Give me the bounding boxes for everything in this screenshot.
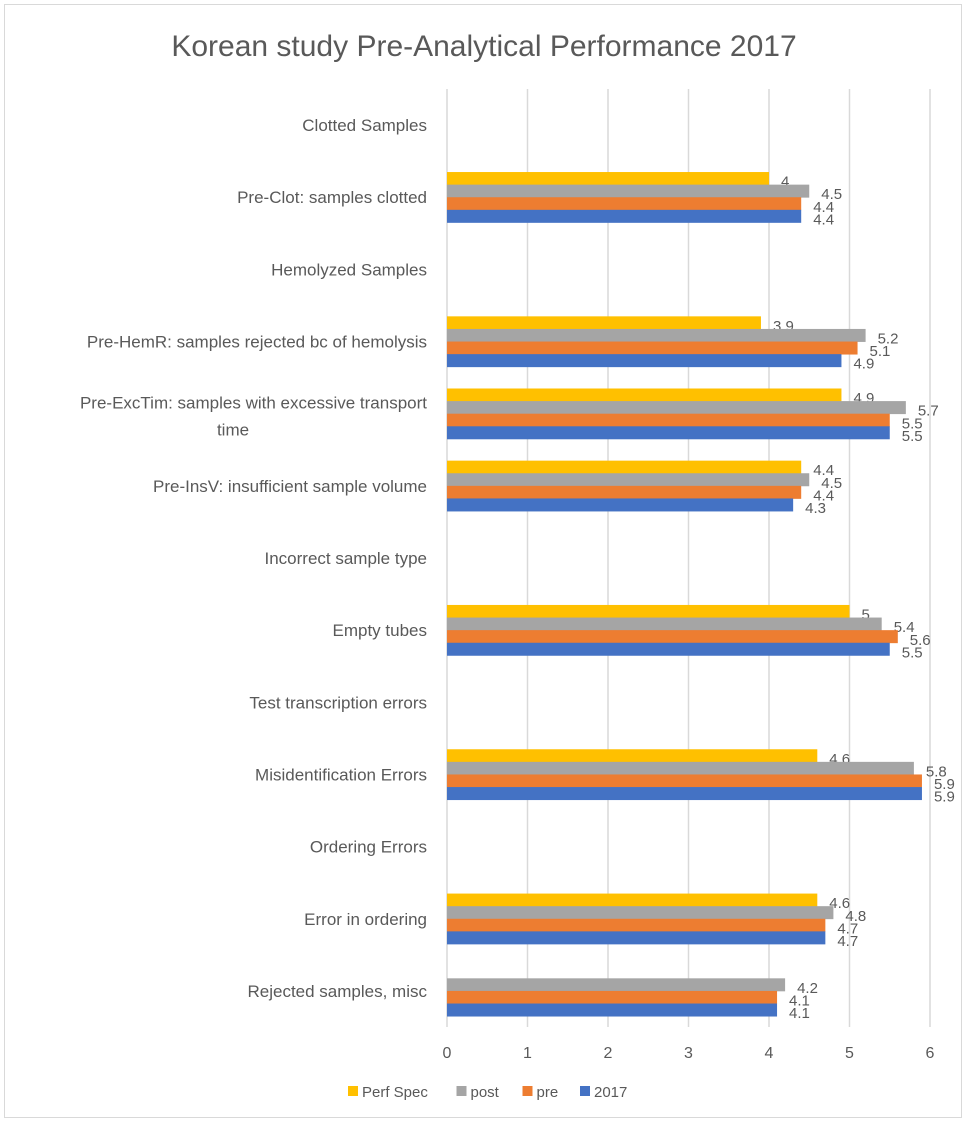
- category-label: Empty tubes: [333, 621, 428, 640]
- category-label: Clotted Samples: [302, 116, 427, 135]
- data-label: 4.3: [805, 500, 826, 517]
- bar-post: [447, 473, 810, 487]
- bar-2017: [447, 354, 842, 368]
- data-label: 5.5: [902, 428, 923, 445]
- legend-label: pre: [537, 1084, 559, 1101]
- category-label: Test transcription errors: [249, 693, 427, 712]
- bar-2017: [447, 1003, 778, 1017]
- bar-pre: [447, 485, 802, 499]
- chart-title: Korean study Pre-Analytical Performance …: [171, 30, 796, 63]
- data-label: 5.4: [894, 619, 915, 636]
- bar-pre: [447, 630, 898, 644]
- category-label: Incorrect sample type: [264, 549, 427, 568]
- bar-post: [447, 617, 882, 631]
- bar-2017: [447, 642, 890, 656]
- data-label: 4.1: [789, 1005, 810, 1022]
- legend-swatch: [456, 1086, 467, 1096]
- x-tick-label: 4: [765, 1045, 774, 1062]
- legend-swatch: [522, 1086, 533, 1096]
- legend-swatch: [348, 1086, 358, 1096]
- data-label: 4.4: [813, 199, 834, 216]
- legend-label: post: [471, 1084, 500, 1101]
- category-label: Rejected samples, misc: [247, 982, 427, 1001]
- data-label: 5.1: [870, 343, 891, 360]
- legend-label: Perf Spec: [362, 1084, 428, 1101]
- x-tick-label: 0: [443, 1045, 452, 1062]
- bar-pre: [447, 918, 826, 932]
- bar-post: [447, 978, 786, 992]
- data-label: 4.4: [813, 487, 834, 504]
- data-label: 5.2: [878, 331, 899, 348]
- bar-post: [447, 184, 810, 198]
- bar-2017: [447, 209, 802, 223]
- bar-2017: [447, 426, 890, 440]
- bar-perf-spec: [447, 893, 818, 907]
- category-label: Pre-ExcTim: samples with excessive trans…: [80, 394, 427, 440]
- data-label: 5.6: [910, 632, 931, 649]
- bar-perf-spec: [447, 460, 802, 474]
- data-label: 4.5: [821, 186, 842, 203]
- x-tick-label: 5: [845, 1045, 854, 1062]
- bar-post: [447, 761, 914, 775]
- bar-post: [447, 401, 906, 415]
- data-label: 4.4: [813, 211, 834, 228]
- bar-post: [447, 328, 866, 342]
- legend-label: 2017: [594, 1084, 627, 1101]
- x-tick-label: 1: [523, 1045, 532, 1062]
- bar-2017: [447, 787, 922, 801]
- category-label: Pre-HemR: samples rejected bc of hemolys…: [87, 333, 427, 352]
- data-label: 4.7: [837, 933, 858, 950]
- category-label: Error in ordering: [304, 910, 427, 929]
- data-label: 4.2: [797, 980, 818, 997]
- bar-perf-spec: [447, 388, 842, 402]
- category-label: Misidentification Errors: [255, 765, 427, 784]
- category-label: Hemolyzed Samples: [271, 260, 427, 279]
- data-label: 5.5: [902, 415, 923, 432]
- category-label-line: Pre-ExcTim: samples with excessive trans…: [80, 394, 427, 413]
- bar-post: [447, 906, 834, 920]
- bar-2017: [447, 498, 794, 512]
- x-tick-label: 2: [604, 1045, 613, 1062]
- category-label-line: time: [217, 421, 249, 440]
- bar-2017: [447, 931, 826, 945]
- legend-swatch: [580, 1086, 590, 1096]
- x-tick-label: 6: [926, 1045, 935, 1062]
- data-label: 4.9: [853, 356, 874, 373]
- category-label: Pre-InsV: insufficient sample volume: [153, 477, 427, 496]
- data-label: 5.9: [934, 789, 955, 806]
- data-label: 4.4: [813, 462, 834, 479]
- bar-perf-spec: [447, 172, 769, 186]
- data-label: 4.5: [821, 475, 842, 492]
- bar-pre: [447, 341, 858, 355]
- data-label: 4.8: [845, 908, 866, 925]
- x-tick-label: 3: [684, 1045, 693, 1062]
- data-label: 5.7: [918, 403, 939, 420]
- bar-perf-spec: [447, 316, 761, 330]
- bar-pre: [447, 990, 778, 1004]
- data-label: 5.8: [926, 763, 947, 780]
- bar-pre: [447, 774, 922, 788]
- bar-pre: [447, 413, 890, 427]
- bar-pre: [447, 197, 802, 211]
- data-label: 4.7: [837, 920, 858, 937]
- category-label: Pre-Clot: samples clotted: [237, 188, 427, 207]
- bar-perf-spec: [447, 749, 818, 763]
- chart-frame: [4, 4, 962, 1118]
- category-label: Ordering Errors: [310, 838, 427, 857]
- data-label: 4: [781, 174, 789, 191]
- bar-perf-spec: [447, 604, 850, 618]
- data-label: 4.1: [789, 993, 810, 1010]
- data-label: 5.9: [934, 776, 955, 793]
- data-label: 5.5: [902, 644, 923, 661]
- data-label: 5: [862, 607, 870, 624]
- data-label: 4.6: [829, 895, 850, 912]
